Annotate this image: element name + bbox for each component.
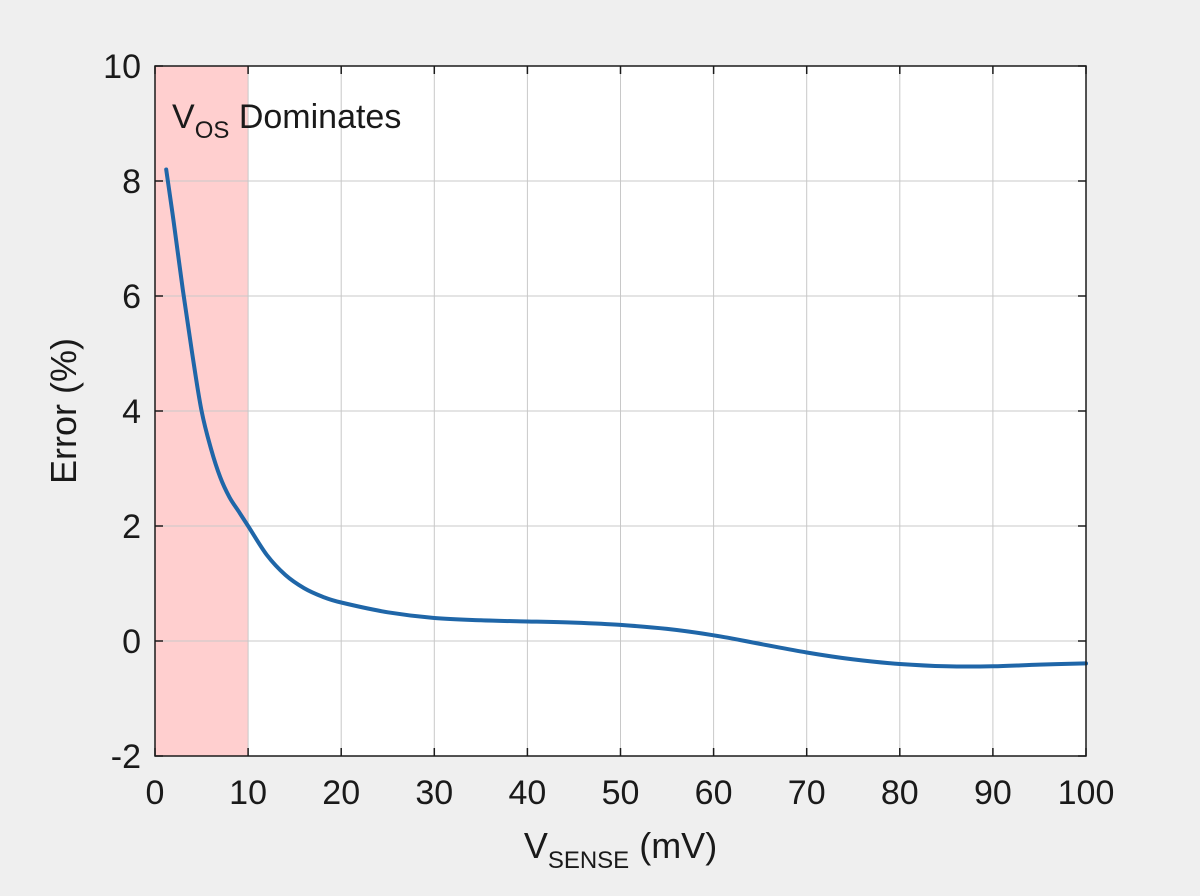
y-axis-label: Error (%) [43,338,84,484]
y-tick-label: -2 [111,738,141,776]
x-tick-label: 70 [788,774,826,812]
y-tick-label: 10 [103,48,141,86]
x-tick-label: 50 [602,774,640,812]
ticks [154,65,1087,757]
x-tick-label: 90 [974,774,1012,812]
x-axis-label: VSENSE (mV) [524,825,717,874]
shaded-region-label: VOS Dominates [172,98,401,144]
x-tick-label: 80 [881,774,919,812]
x-tick-label: 100 [1058,774,1115,812]
x-tick-label: 40 [508,774,546,812]
x-tick-label: 10 [229,774,267,812]
y-tick-label: 0 [122,623,141,661]
y-tick-label: 4 [122,393,141,431]
x-tick-label: 30 [415,774,453,812]
x-tick-label: 20 [322,774,360,812]
x-tick-label: 0 [146,774,165,812]
series-line [164,167,1088,669]
y-tick-label: 6 [122,278,141,316]
x-tick-label: 60 [695,774,733,812]
y-tick-label: 8 [122,163,141,201]
grid [155,66,1086,756]
y-tick-label: 2 [122,508,141,546]
